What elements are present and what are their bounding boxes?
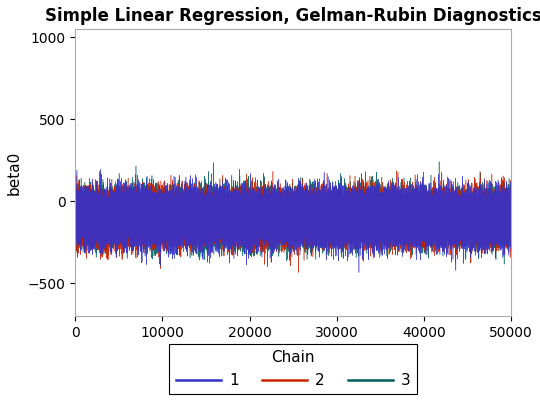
Title: Simple Linear Regression, Gelman-Rubin Diagnostics: Simple Linear Regression, Gelman-Rubin D… (45, 7, 540, 25)
Y-axis label: beta0: beta0 (7, 151, 22, 195)
X-axis label: Iteration: Iteration (261, 345, 326, 360)
Legend: 1, 2, 3: 1, 2, 3 (170, 344, 417, 394)
